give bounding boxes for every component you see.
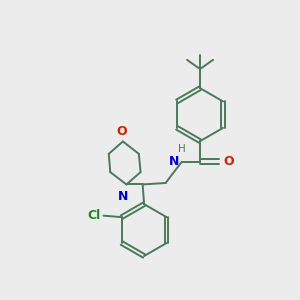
Text: N: N [118,190,129,203]
Text: Cl: Cl [87,209,101,222]
Text: H: H [178,143,186,154]
Text: O: O [116,125,127,138]
Text: O: O [223,155,234,168]
Text: N: N [169,155,180,168]
